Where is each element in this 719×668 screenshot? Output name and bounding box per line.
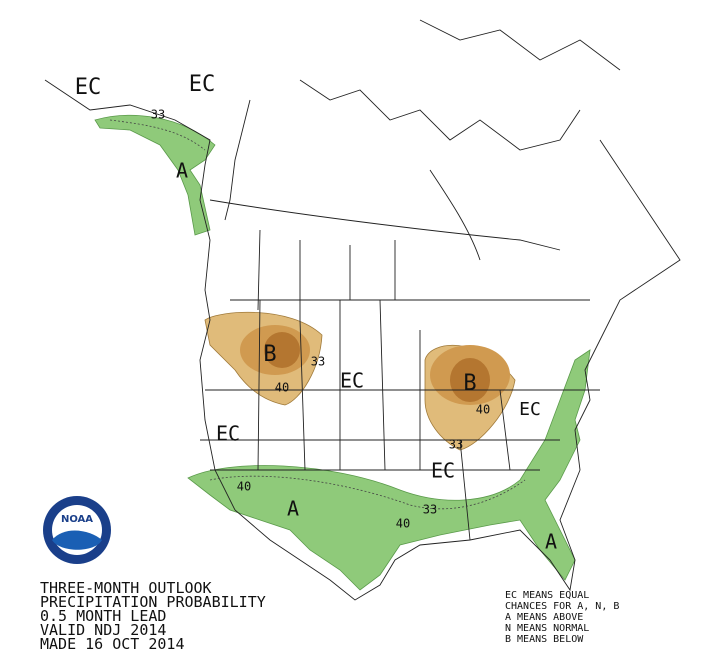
map-label: 33 xyxy=(311,355,325,369)
map-label: B xyxy=(263,342,276,367)
legend-line: B MEANS BELOW xyxy=(505,634,584,645)
map-label: A xyxy=(545,530,557,554)
title-line: PRECIPITATION PROBABILITY xyxy=(40,593,266,611)
map-label: EC xyxy=(75,75,102,100)
map-label: A xyxy=(287,497,299,521)
map-label: 40 xyxy=(275,381,289,395)
noaa-logo: NOAA xyxy=(43,496,111,564)
legend-line: EC MEANS EQUAL xyxy=(505,590,589,601)
contour-lines xyxy=(109,119,526,510)
map-label: EC xyxy=(519,399,541,420)
map-label: 40 xyxy=(396,517,410,531)
map-label: EC xyxy=(431,459,455,483)
map-label: 40 xyxy=(237,480,251,494)
map-label: 33 xyxy=(423,503,437,517)
title-line: VALID NDJ 2014 xyxy=(40,621,166,639)
map-label: EC xyxy=(189,72,216,97)
title-line: MADE 16 OCT 2014 xyxy=(40,635,185,653)
map-label: 33 xyxy=(151,108,165,122)
map-label: 40 xyxy=(476,403,490,417)
shading xyxy=(94,114,591,591)
boundaries xyxy=(44,19,681,601)
legend-line: N MEANS NORMAL xyxy=(505,623,589,634)
map-label: A xyxy=(176,159,188,183)
logo-text: NOAA xyxy=(61,514,93,525)
map-label: EC xyxy=(216,422,240,446)
title-line: 0.5 MONTH LEAD xyxy=(40,607,166,625)
map-label: EC xyxy=(340,369,364,393)
legend-line: CHANCES FOR A, N, B xyxy=(505,601,619,612)
map-label: 33 xyxy=(449,438,463,452)
legend-line: A MEANS ABOVE xyxy=(505,612,583,623)
title-line: THREE-MONTH OUTLOOK xyxy=(40,579,212,597)
map-label: B xyxy=(463,371,476,396)
